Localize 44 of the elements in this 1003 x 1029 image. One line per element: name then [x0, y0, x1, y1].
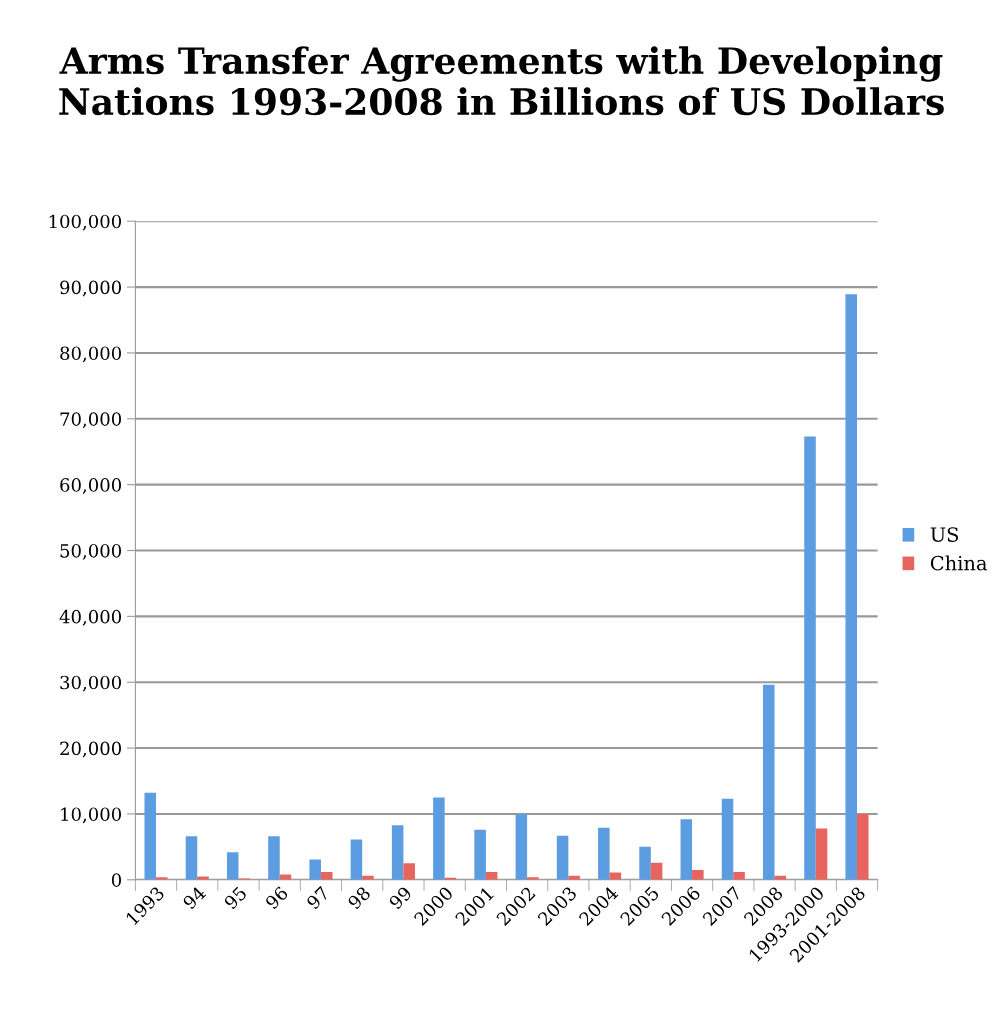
bar [474, 829, 486, 880]
bar [309, 859, 321, 880]
bar [391, 825, 404, 880]
bar [733, 871, 745, 880]
y-tick-label: 40,000 [59, 609, 122, 626]
x-tick-label: 99 [388, 885, 413, 910]
bar [639, 846, 651, 880]
bar [185, 836, 198, 880]
bar [320, 871, 333, 880]
y-tick-label: 60,000 [60, 478, 122, 494]
bar [762, 684, 775, 880]
bar [556, 835, 569, 880]
y-tick-label: 10,000 [61, 807, 122, 824]
y-tick-label: 100,000 [49, 214, 122, 231]
bar [721, 798, 734, 880]
bar [350, 839, 363, 880]
y-tick-label: 20,000 [60, 741, 122, 758]
bar [515, 813, 528, 880]
chart-title: Arms Transfer Agreements with Developing Nations 1993-2008 in Billions of US Dollars [59, 46, 944, 116]
legend-label: US [930, 527, 959, 542]
legend-label: China [930, 555, 987, 571]
x-tick-label: 96 [264, 885, 289, 910]
y-tick-label: 90,000 [60, 280, 122, 297]
bar [857, 813, 869, 880]
bar [845, 294, 858, 880]
bar [598, 827, 610, 880]
bar [226, 852, 239, 880]
y-tick-label: 70,000 [60, 412, 122, 429]
y-tick-label: 0 [111, 873, 122, 887]
y-tick-label: 50,000 [60, 543, 122, 560]
y-tick-label: 30,000 [60, 675, 122, 692]
bar [692, 869, 704, 880]
bar [403, 863, 415, 880]
x-tick-label: 95 [223, 885, 248, 910]
bar [433, 797, 445, 880]
bar [144, 792, 157, 880]
y-tick-label: 80,000 [60, 346, 122, 363]
x-tick-label: 97 [305, 885, 330, 910]
bar [268, 836, 280, 880]
bar [804, 436, 816, 880]
x-tick-label: 98 [346, 885, 372, 910]
bar [680, 819, 693, 880]
bar [815, 828, 828, 880]
x-tick-label: 94 [182, 885, 207, 910]
